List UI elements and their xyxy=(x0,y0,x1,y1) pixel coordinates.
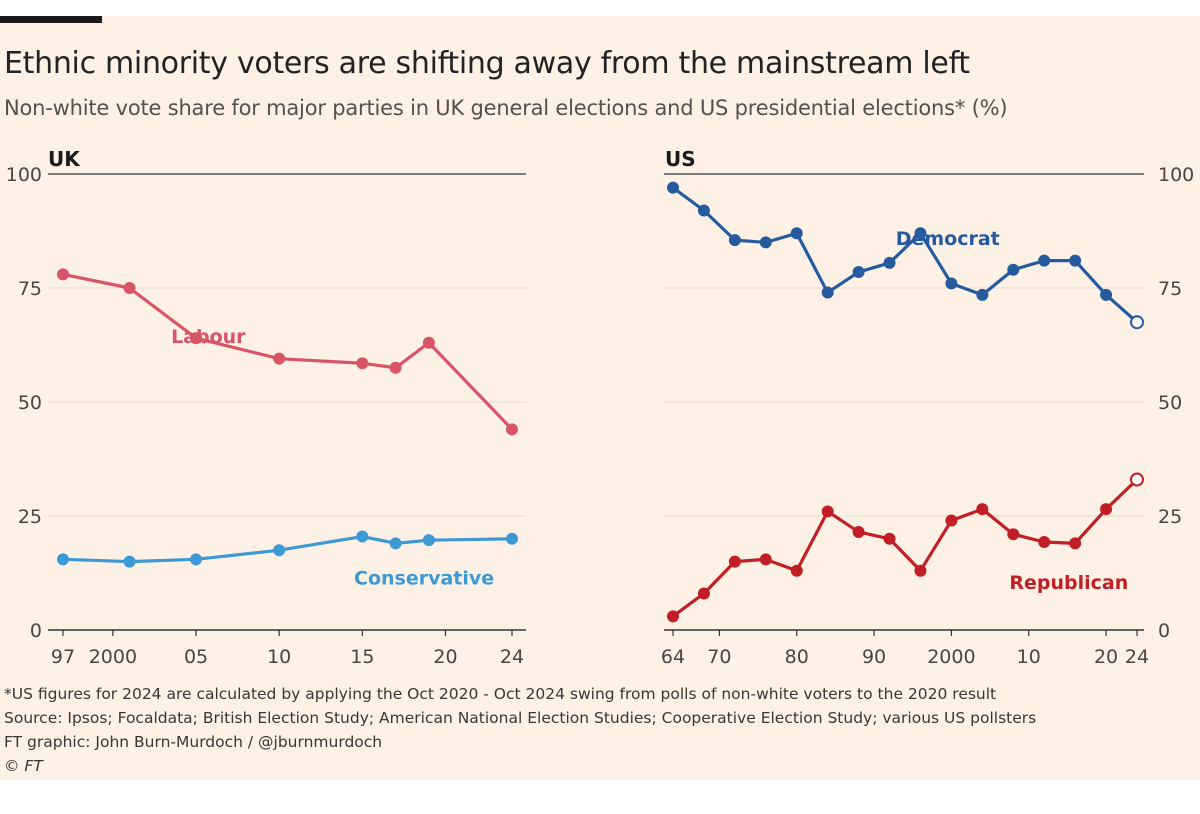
republican-point xyxy=(1007,528,1020,541)
x-tick-label: 97 xyxy=(51,646,75,668)
x-tick-label: 80 xyxy=(785,646,809,668)
democrat-point xyxy=(883,256,896,269)
republican-point xyxy=(976,503,989,516)
y-tick-label: 25 xyxy=(1158,506,1182,528)
chart-title: Ethnic minority voters are shifting away… xyxy=(4,46,970,81)
republican-point xyxy=(1130,472,1144,487)
democrat-point xyxy=(667,181,679,194)
conservative-point xyxy=(190,553,203,566)
democrat-point xyxy=(790,227,803,240)
democrat-point xyxy=(914,227,927,240)
source-note: Source: Ipsos; Focaldata; British Electi… xyxy=(4,709,1037,727)
series-label-conservative: Conservative xyxy=(354,568,494,590)
credit-note: FT graphic: John Burn-Murdoch / @jburnmu… xyxy=(4,733,383,751)
conservative-point xyxy=(422,534,435,547)
labour-point xyxy=(57,268,69,281)
conservative-point xyxy=(356,530,369,543)
x-tick-label: 10 xyxy=(267,646,291,668)
conservative-point xyxy=(506,532,518,545)
labour-point xyxy=(123,282,136,294)
conservative-point xyxy=(389,537,402,550)
panel-title: US xyxy=(665,147,696,171)
y-tick-label: 100 xyxy=(6,164,42,186)
democrat-point xyxy=(1007,263,1020,276)
x-tick-label: 2000 xyxy=(927,646,975,668)
republican-point xyxy=(697,587,710,600)
labour-point xyxy=(190,332,203,345)
conservative-point xyxy=(123,555,136,568)
democrat-line xyxy=(671,186,1139,324)
democrat-point xyxy=(852,266,865,279)
labour-point xyxy=(506,423,518,436)
y-tick-label: 0 xyxy=(1158,620,1170,642)
labour-point xyxy=(389,361,402,374)
y-tick-label: 75 xyxy=(18,278,42,300)
democrat-point xyxy=(697,204,710,217)
republican-point xyxy=(945,514,958,527)
uk-panel: UK 0 25 50 75 100 97 2000 05 10 15 20 24 Labour Conser… xyxy=(6,147,526,668)
series-label-democrat: Democrat xyxy=(896,228,1000,250)
ft-top-bar xyxy=(0,16,102,23)
y-tick-label: 100 xyxy=(1158,164,1194,186)
republican-point xyxy=(1100,503,1113,516)
chart-card: Ethnic minority voters are shifting away… xyxy=(0,16,1200,780)
x-tick-label: 20 xyxy=(1094,646,1118,668)
democrat-point xyxy=(759,236,772,249)
labour-line xyxy=(61,272,514,431)
x-tick-label: 05 xyxy=(184,646,208,668)
y-tick-label: 75 xyxy=(1158,278,1182,300)
series-label-labour: Labour xyxy=(171,326,246,348)
democrat-point xyxy=(945,277,958,290)
copyright-note: © FT xyxy=(4,757,43,775)
y-tick-label: 0 xyxy=(30,620,42,642)
x-tick-label: 24 xyxy=(1125,646,1149,668)
footnote: *US figures for 2024 are calculated by a… xyxy=(4,685,997,703)
democrat-point xyxy=(728,234,741,247)
y-tick-label: 50 xyxy=(1158,392,1182,414)
republican-line xyxy=(671,477,1139,618)
labour-point xyxy=(422,336,435,349)
democrat-point xyxy=(976,288,989,301)
conservative-point xyxy=(273,544,286,557)
republican-point xyxy=(821,505,834,518)
chart-subtitle: Non-white vote share for major parties i… xyxy=(4,96,1008,120)
labour-point xyxy=(273,352,286,365)
y-tick-label: 50 xyxy=(18,392,42,414)
republican-point xyxy=(728,555,741,568)
x-tick-label: 24 xyxy=(500,646,524,668)
labour-point xyxy=(356,357,369,370)
republican-point xyxy=(667,610,679,623)
footnotes: *US figures for 2024 are calculated by a… xyxy=(4,682,1036,778)
series-label-republican: Republican xyxy=(1009,572,1128,594)
x-tick-label: 10 xyxy=(1017,646,1041,668)
x-tick-label: 20 xyxy=(433,646,457,668)
democrat-point xyxy=(821,286,834,299)
republican-point xyxy=(852,525,865,538)
x-tick-label: 90 xyxy=(862,646,886,668)
democrat-point xyxy=(1038,254,1051,267)
republican-point xyxy=(1069,537,1082,550)
republican-point xyxy=(790,564,803,577)
x-tick-label: 70 xyxy=(707,646,731,668)
x-tick-label: 15 xyxy=(350,646,374,668)
x-tick-label: 64 xyxy=(661,646,685,668)
republican-point xyxy=(883,532,896,545)
democrat-point xyxy=(1130,315,1144,330)
x-tick-label: 2000 xyxy=(89,646,137,668)
panel-title: UK xyxy=(48,147,81,171)
republican-point xyxy=(759,553,772,566)
republican-point xyxy=(1038,535,1051,548)
y-tick-label: 25 xyxy=(18,506,42,528)
republican-point xyxy=(914,564,927,577)
conservative-point xyxy=(57,553,69,566)
democrat-point xyxy=(1100,288,1113,301)
us-panel: US 0 25 50 75 100 64 70 80 90 2000 10 20 24 Democrat Re… xyxy=(661,147,1194,668)
democrat-point xyxy=(1069,254,1082,267)
